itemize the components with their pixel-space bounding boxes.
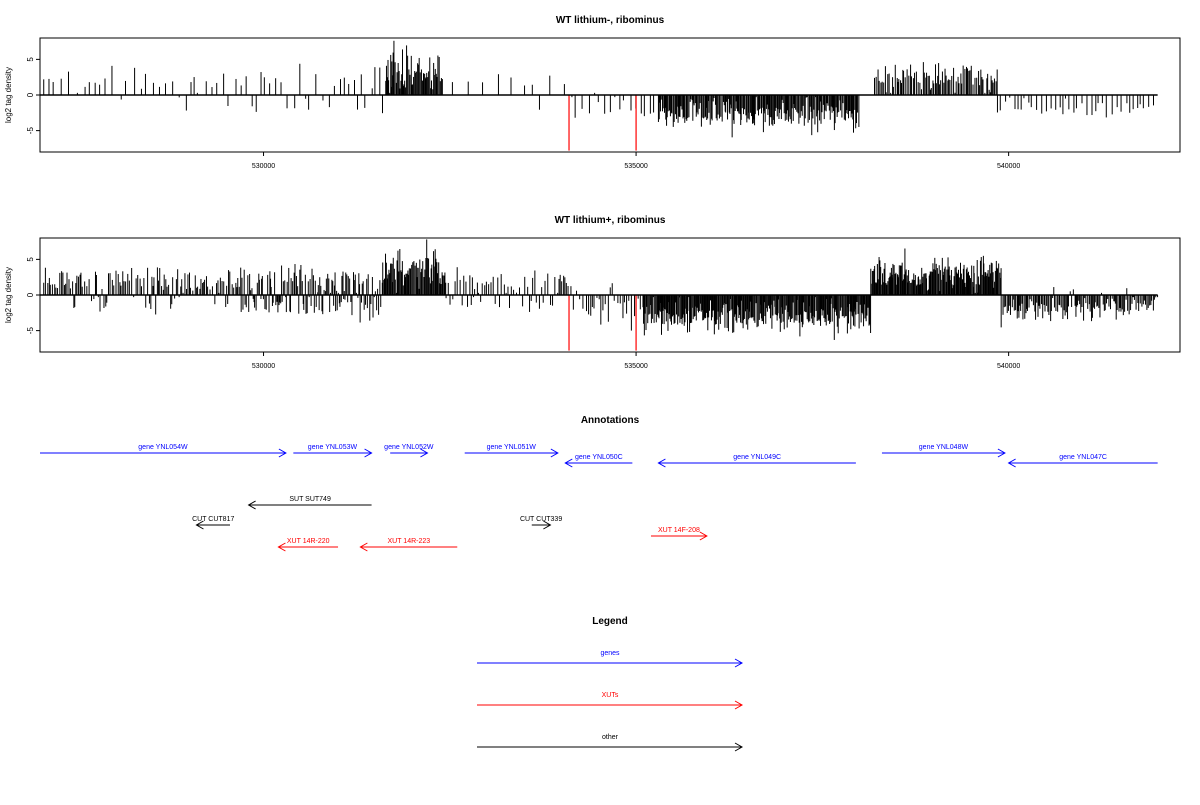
feature-label: XUT 14F-208 [658, 527, 700, 534]
density-panel-lithium-minus: WT lithium-, ribominus log2 tag density … [4, 15, 1181, 170]
arrow-head [699, 531, 708, 541]
feature-gene: gene YNL049C [657, 454, 856, 468]
feature-label: gene YNL052W [384, 444, 434, 451]
feature-gene: gene YNL048W [881, 444, 1006, 458]
arrow-head [195, 520, 204, 530]
x-tick-label: 535000 [624, 363, 647, 370]
arrow-head [734, 700, 744, 710]
feature-label: XUT 14R-220 [287, 538, 330, 545]
legend-label: other [602, 734, 619, 741]
feature-label: gene YNL047C [1059, 454, 1107, 461]
x-tick-label: 535000 [624, 163, 647, 170]
arrow-head [247, 500, 256, 510]
arrow-head [734, 742, 744, 752]
feature-label: gene YNL054W [138, 444, 188, 451]
x-tick-label: 540000 [997, 363, 1020, 370]
feature-other: CUT CUT339 [520, 516, 562, 530]
feature-xut: XUT 14R-220 [277, 538, 339, 552]
annotations-title: Annotations [581, 415, 640, 426]
feature-label: SUT SUT749 [289, 496, 331, 503]
feature-other: CUT CUT817 [192, 516, 234, 530]
y-tick-label: -5 [26, 327, 35, 335]
arrow-head [277, 542, 286, 552]
density-bars [43, 40, 1155, 138]
arrow-head [543, 520, 552, 530]
panel-title: WT lithium-, ribominus [556, 15, 665, 26]
x-tick-label: 530000 [252, 363, 275, 370]
arrow-head [364, 448, 373, 458]
feature-label: CUT CUT339 [520, 516, 562, 523]
feature-label: CUT CUT817 [192, 516, 234, 523]
x-tick-label: 530000 [252, 163, 275, 170]
legend-item-gene: genes [477, 650, 744, 668]
arrow-head [734, 658, 744, 668]
feature-gene: gene YNL050C [564, 454, 633, 468]
feature-label: gene YNL048W [919, 444, 969, 451]
legend-item-xut: XUTs [477, 692, 744, 710]
arrow-head [564, 458, 573, 468]
y-tick-label: 0 [26, 92, 35, 97]
arrow-head [657, 458, 666, 468]
legend-label: XUTs [602, 692, 619, 699]
legend-title: Legend [592, 616, 628, 627]
arrow-head [1007, 458, 1016, 468]
feature-label: gene YNL049C [733, 454, 781, 461]
arrow-head [550, 448, 559, 458]
annotation-track: Annotations gene YNL054W gene YNL053W gene… [40, 415, 1158, 552]
x-tick-label: 540000 [997, 163, 1020, 170]
y-axis-label: log2 tag density [4, 267, 13, 323]
feature-gene: gene YNL052W [384, 444, 434, 458]
arrow-head [359, 542, 368, 552]
feature-gene: gene YNL053W [293, 444, 373, 458]
y-tick-label: 5 [26, 257, 35, 262]
arrow-head [420, 448, 429, 458]
legend-item-other: other [477, 734, 744, 752]
feature-label: gene YNL050C [575, 454, 623, 461]
feature-gene: gene YNL047C [1007, 454, 1158, 468]
y-tick-label: 5 [26, 57, 35, 62]
feature-label: XUT 14R-223 [387, 538, 430, 545]
density-panel-lithium-plus: WT lithium+, ribominus log2 tag density … [4, 215, 1181, 370]
feature-label: gene YNL053W [308, 444, 358, 451]
feature-other: SUT SUT749 [247, 496, 372, 510]
feature-xut: XUT 14F-208 [650, 527, 708, 541]
legend-label: genes [600, 650, 620, 657]
legend: Legend genes XUTs other [477, 616, 744, 752]
feature-gene: gene YNL054W [40, 444, 287, 458]
feature-gene: gene YNL051W [464, 444, 559, 458]
arrow-head [278, 448, 287, 458]
y-axis-label: log2 tag density [4, 67, 13, 123]
density-bars [43, 239, 1159, 340]
arrow-head [997, 448, 1006, 458]
y-tick-label: 0 [26, 292, 35, 297]
y-tick-label: -5 [26, 127, 35, 135]
feature-xut: XUT 14R-223 [359, 538, 458, 552]
panel-title: WT lithium+, ribominus [555, 215, 666, 226]
feature-label: gene YNL051W [487, 444, 537, 451]
